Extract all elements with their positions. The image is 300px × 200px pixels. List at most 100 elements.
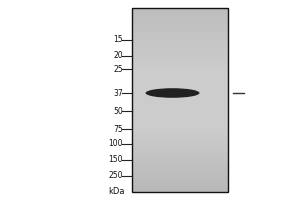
Bar <box>132 66 228 67</box>
Bar <box>132 116 228 117</box>
Bar <box>132 78 228 79</box>
Bar <box>132 189 228 190</box>
Bar <box>132 129 228 130</box>
Bar <box>132 143 228 144</box>
Bar <box>132 168 228 169</box>
Bar <box>132 27 228 28</box>
Bar <box>132 23 228 24</box>
Bar <box>132 58 228 59</box>
Bar <box>132 28 228 29</box>
Bar <box>132 50 228 51</box>
Bar <box>132 65 228 66</box>
Bar <box>132 42 228 43</box>
Bar <box>132 89 228 90</box>
Bar <box>132 101 228 102</box>
Bar <box>132 88 228 89</box>
Bar <box>132 51 228 52</box>
Bar <box>132 54 228 55</box>
Bar <box>132 187 228 188</box>
Bar <box>132 31 228 32</box>
Bar <box>132 67 228 68</box>
Bar <box>132 146 228 147</box>
Bar <box>132 145 228 146</box>
Bar <box>132 177 228 178</box>
Bar <box>132 169 228 170</box>
Bar <box>132 144 228 145</box>
Bar <box>132 138 228 139</box>
Bar <box>132 26 228 27</box>
Bar <box>132 9 228 10</box>
Bar <box>132 172 228 173</box>
Bar <box>132 183 228 184</box>
Bar <box>132 191 228 192</box>
Bar <box>132 174 228 175</box>
Bar <box>132 43 228 44</box>
Bar <box>132 104 228 105</box>
Bar <box>132 14 228 15</box>
Bar <box>132 92 228 93</box>
Bar <box>132 49 228 50</box>
Bar <box>132 148 228 149</box>
Bar <box>132 161 228 162</box>
Bar <box>132 151 228 152</box>
Bar <box>132 134 228 135</box>
Bar <box>132 100 228 101</box>
Bar <box>132 185 228 186</box>
Bar <box>132 156 228 157</box>
Bar <box>132 15 228 16</box>
Bar <box>132 25 228 26</box>
Bar <box>132 190 228 191</box>
Bar <box>132 142 228 143</box>
Bar <box>132 98 228 99</box>
Bar <box>132 76 228 77</box>
Bar <box>132 41 228 42</box>
Bar <box>132 171 228 172</box>
Text: 20: 20 <box>113 51 123 60</box>
Bar <box>132 102 228 103</box>
Bar <box>132 82 228 83</box>
Bar <box>132 108 228 109</box>
Bar <box>132 37 228 38</box>
Bar <box>132 69 228 70</box>
Bar <box>132 173 228 174</box>
Bar <box>132 33 228 34</box>
Bar <box>132 113 228 114</box>
Bar <box>132 21 228 22</box>
Bar <box>132 122 228 123</box>
Bar <box>132 48 228 49</box>
Bar <box>132 105 228 106</box>
Bar <box>132 61 228 62</box>
Bar <box>132 40 228 41</box>
Text: kDa: kDa <box>108 188 124 196</box>
Bar <box>132 22 228 23</box>
Bar <box>132 39 228 40</box>
Bar <box>132 103 228 104</box>
Bar <box>132 124 228 125</box>
Bar <box>132 63 228 64</box>
Bar <box>132 114 228 115</box>
Bar <box>132 18 228 19</box>
Bar <box>132 52 228 53</box>
Bar <box>132 32 228 33</box>
Bar <box>132 60 228 61</box>
Bar <box>132 157 228 158</box>
Bar <box>132 139 228 140</box>
Bar <box>132 81 228 82</box>
Bar <box>132 59 228 60</box>
Text: 50: 50 <box>113 106 123 116</box>
Bar <box>132 170 228 171</box>
Bar <box>132 29 228 30</box>
Text: 37: 37 <box>113 88 123 98</box>
Bar <box>132 121 228 122</box>
Bar <box>132 75 228 76</box>
Bar <box>132 166 228 167</box>
Bar <box>132 47 228 48</box>
Bar <box>132 131 228 132</box>
Bar <box>132 16 228 17</box>
Bar <box>132 72 228 73</box>
Bar <box>132 20 228 21</box>
Bar <box>132 97 228 98</box>
Bar <box>132 125 228 126</box>
Bar <box>132 162 228 163</box>
Bar <box>132 19 228 20</box>
